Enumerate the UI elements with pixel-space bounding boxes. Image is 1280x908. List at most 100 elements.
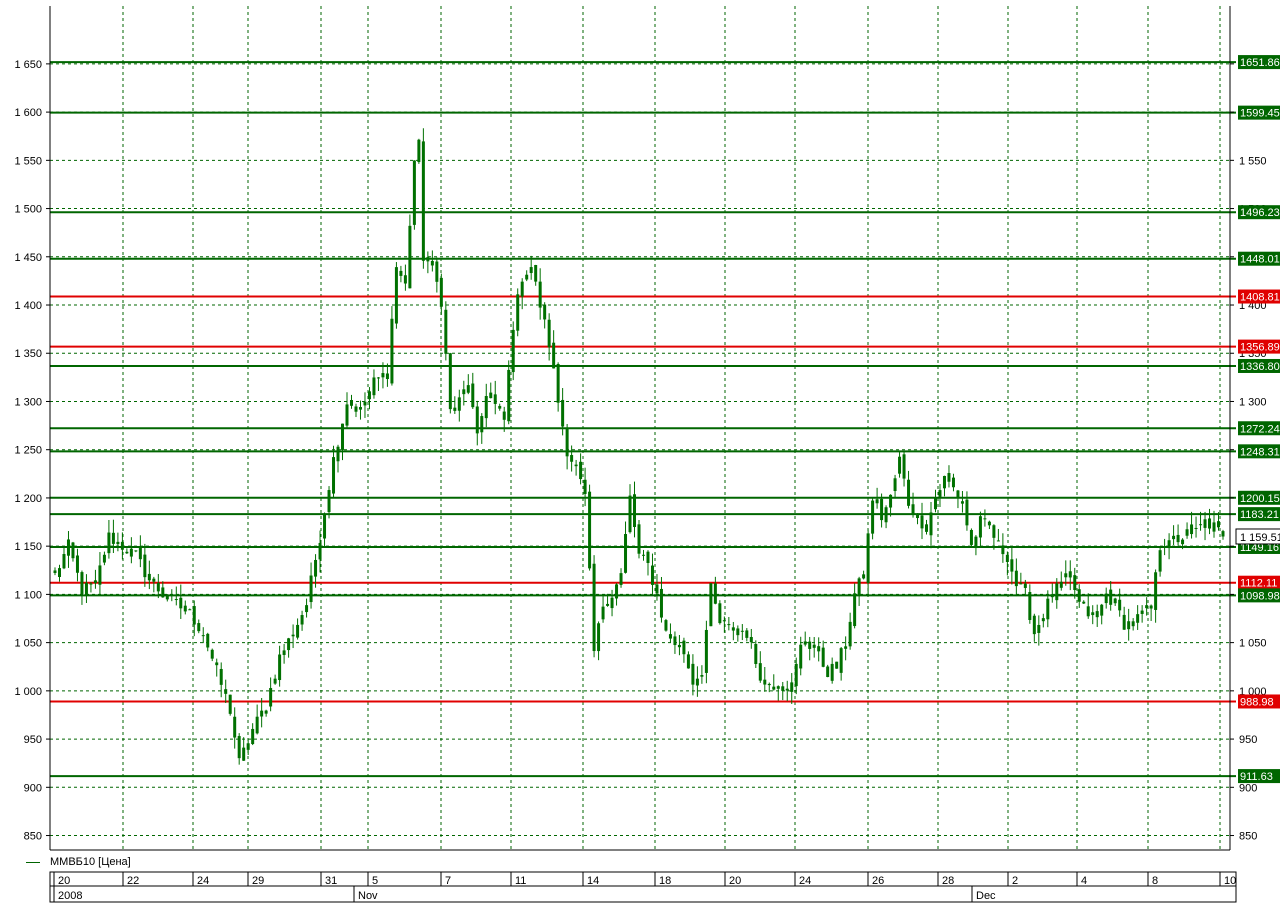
candle-body: [893, 478, 897, 492]
candle-body: [233, 716, 237, 738]
y-tick-label-left: 850: [24, 831, 42, 843]
candle-body: [1100, 604, 1104, 616]
candle-body: [862, 574, 866, 579]
level-label: 1448.01: [1240, 254, 1280, 266]
level-label-box: [1238, 205, 1280, 220]
candle-body: [444, 309, 448, 354]
candle-body: [659, 588, 663, 618]
candle-body: [646, 551, 650, 563]
level-label: 1098.98: [1240, 590, 1280, 602]
candle-body: [417, 139, 421, 163]
candle-body: [529, 267, 533, 274]
candle-body: [156, 583, 160, 592]
candle-body: [367, 391, 371, 400]
level-label: 1408.81: [1240, 292, 1280, 304]
candle-body: [754, 643, 758, 665]
candle-body: [170, 594, 174, 596]
candle-body: [812, 644, 816, 648]
candle-body: [376, 377, 380, 379]
candle-body: [938, 490, 942, 497]
level-label-box: [1238, 289, 1280, 304]
y-tick-label-left: 950: [24, 734, 42, 746]
candle-body: [1154, 572, 1158, 610]
date-label: 7: [445, 875, 451, 887]
level-label: 1336.80: [1240, 361, 1280, 373]
candle-body: [597, 623, 601, 652]
level-label: 1183.21: [1240, 509, 1279, 521]
candle-body: [278, 654, 282, 681]
candle-body: [1158, 550, 1162, 572]
candle-body: [1028, 591, 1032, 620]
date-label: 2: [1012, 875, 1018, 887]
candle-body: [1185, 529, 1189, 536]
candle-body: [475, 406, 479, 434]
candle-body: [188, 609, 192, 611]
date-label: 8: [1152, 875, 1158, 887]
candle-body: [323, 514, 327, 539]
candle-body: [920, 515, 924, 529]
candle-body: [327, 490, 331, 513]
candle-body: [498, 405, 502, 409]
candle-body: [215, 662, 219, 666]
candle-body: [147, 573, 151, 581]
candle-body: [704, 629, 708, 673]
candle-body: [534, 264, 538, 282]
candle-body: [853, 593, 857, 627]
candle-body: [570, 455, 574, 462]
candle-body: [358, 407, 362, 410]
candle-body: [992, 525, 996, 538]
candle-body: [102, 554, 106, 563]
candle-body: [1095, 611, 1099, 618]
candle-body: [511, 329, 515, 373]
candle-body: [848, 621, 852, 647]
candle-body: [987, 521, 991, 526]
candle-body: [1109, 589, 1113, 605]
candle-body: [516, 294, 520, 331]
level-label-box: [1238, 55, 1280, 70]
candle-body: [637, 524, 641, 554]
candle-body: [80, 572, 84, 594]
candle-body: [219, 668, 223, 685]
level-label: 1200.15: [1240, 493, 1280, 505]
candle-body: [1181, 539, 1185, 545]
candle-body: [71, 542, 75, 559]
candle-body: [673, 636, 677, 646]
candle-body: [718, 603, 722, 624]
period-label: Nov: [358, 890, 378, 902]
level-label-box: [1238, 339, 1280, 354]
legend-label: ММВБ10 [Цена]: [50, 856, 131, 868]
candle-body: [1113, 598, 1117, 604]
candle-body: [902, 454, 906, 479]
candle-body: [857, 578, 861, 596]
candle-body: [305, 605, 309, 613]
candle-body: [493, 394, 497, 404]
candle-body: [264, 710, 268, 714]
candle-body: [291, 634, 295, 637]
y-tick-label-right: 1 550: [1239, 155, 1267, 167]
candle-body: [709, 583, 713, 627]
level-label: 1356.89: [1240, 342, 1280, 354]
candle-body: [552, 342, 556, 369]
date-label: 5: [372, 875, 378, 887]
y-tick-label-right: 900: [1239, 782, 1257, 794]
candle-body: [1136, 614, 1140, 623]
last-price-label: 1 159.51: [1240, 532, 1280, 544]
date-label: 24: [799, 875, 811, 887]
candle-body: [1001, 545, 1005, 555]
candle-body: [174, 599, 178, 601]
candle-body: [942, 475, 946, 489]
candle-body: [1050, 594, 1054, 598]
candle-body: [1172, 535, 1176, 540]
level-label-box: [1238, 251, 1280, 266]
date-label: 31: [325, 875, 337, 887]
candle-body: [430, 260, 434, 266]
candle-body: [588, 491, 592, 569]
y-tick-label-left: 1 250: [14, 445, 42, 457]
candle-body: [713, 583, 717, 604]
candle-body: [439, 277, 443, 307]
candle-body: [565, 427, 569, 457]
candle-body: [1005, 554, 1009, 562]
candle-body: [1221, 531, 1225, 537]
candle-body: [1059, 581, 1063, 588]
candle-body: [1037, 624, 1041, 633]
